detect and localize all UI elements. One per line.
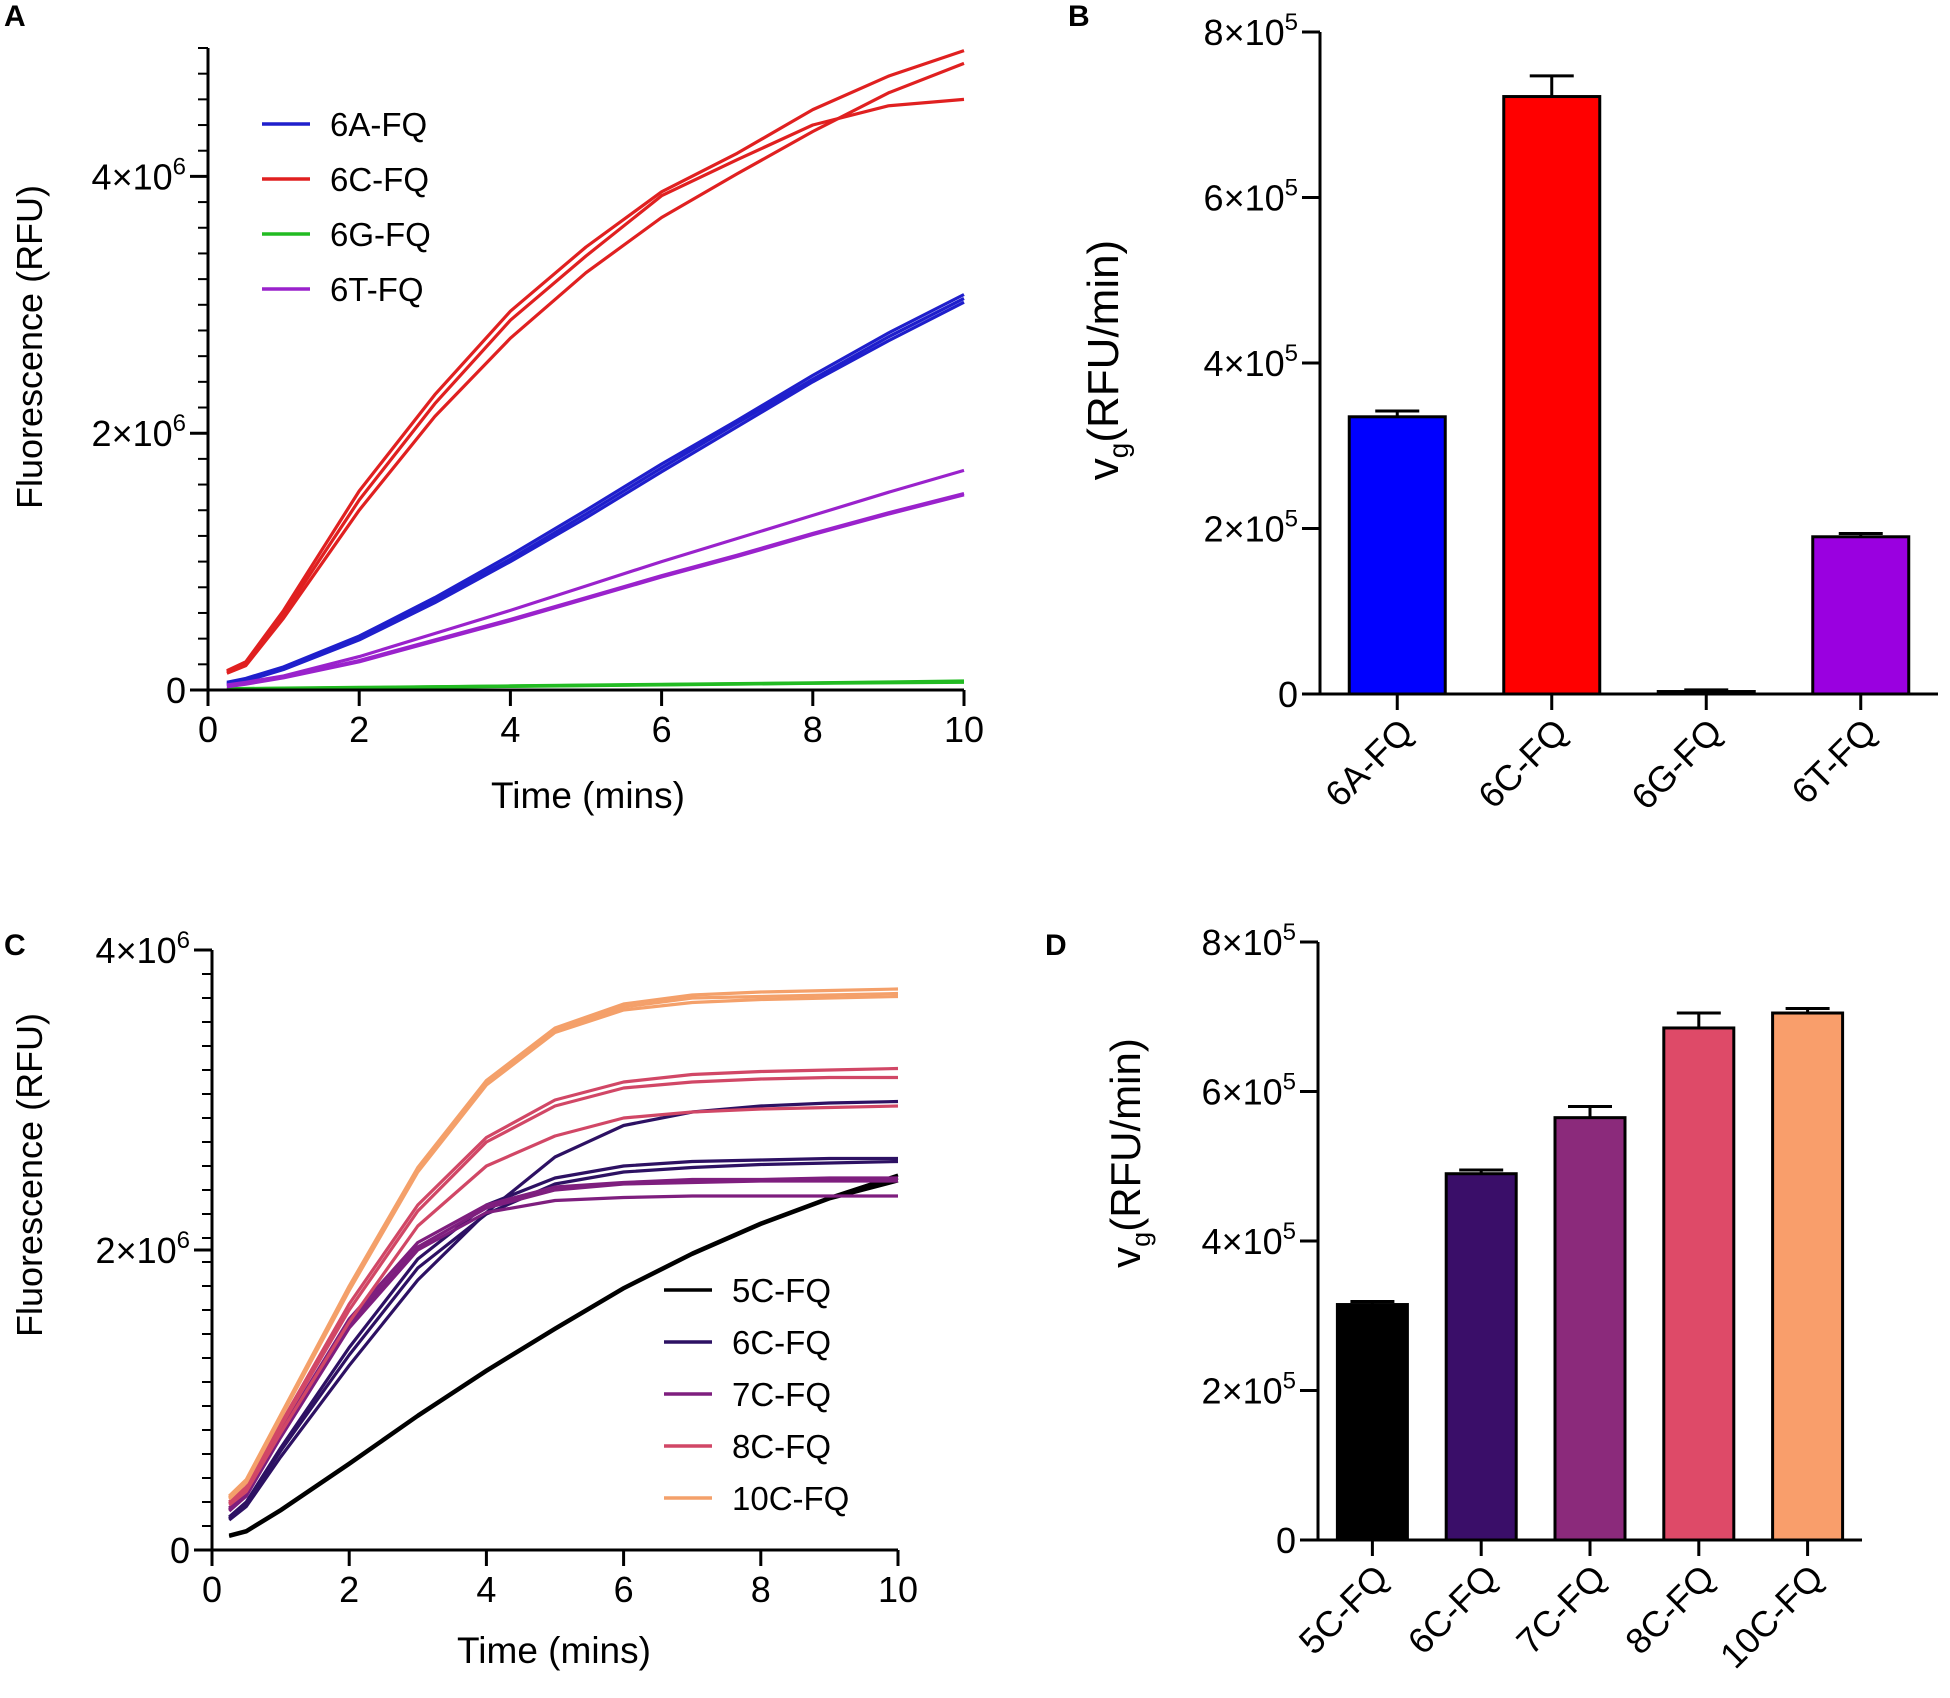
panel-a-x-axis-label: Time (mins) xyxy=(491,775,685,816)
legend-label: 7C-FQ xyxy=(732,1376,831,1413)
legend-label: 5C-FQ xyxy=(732,1272,831,1309)
series-line-6A-FQ-rep1 xyxy=(226,293,965,684)
series-line-8C-FQ-rep3 xyxy=(228,1104,899,1507)
x-tick-label: 0 xyxy=(198,709,218,750)
x-category-label: 8C-FQ xyxy=(1617,1557,1722,1662)
series-line-6A-FQ-rep3 xyxy=(226,300,965,687)
panel-b-bar-chart: B vg(RFU/min) 6A-FQ 6C-FQ 6G-FQ 6T-FQ 0 2×105… xyxy=(1068,0,1938,817)
y-tick-label: 2×106 xyxy=(92,410,186,454)
y-tick-label: 2×106 xyxy=(96,1227,190,1271)
y-tick-label: 0 xyxy=(1278,674,1298,715)
x-tick-label: 8 xyxy=(751,1569,771,1610)
x-tick-label: 0 xyxy=(202,1569,222,1610)
x-tick-label: 4 xyxy=(476,1569,496,1610)
legend-label: 6A-FQ xyxy=(330,106,427,143)
series-line-6A-FQ-rep2 xyxy=(226,296,965,686)
series-line-6C-FQ-rep1 xyxy=(226,49,965,673)
y-tick-label: 4×105 xyxy=(1202,1218,1296,1262)
bar-5C-FQ xyxy=(1335,1303,1409,1542)
series-line-6G-FQ-rep3 xyxy=(226,680,965,691)
y-tick-label: 4×105 xyxy=(1204,340,1298,384)
x-category-label: 7C-FQ xyxy=(1508,1557,1613,1662)
legend-label: 6C-FQ xyxy=(330,161,429,198)
x-category-label: 10C-FQ xyxy=(1712,1557,1832,1677)
panel-d-letter: D xyxy=(1045,929,1067,962)
x-tick-label: 10 xyxy=(944,709,984,750)
series-line-10C-FQ-rep3 xyxy=(228,994,899,1501)
y-tick-label: 0 xyxy=(166,670,186,711)
bar-6A-FQ xyxy=(1347,415,1447,696)
panel-a-line-chart: A Fluorescence (RFU) Time (mins) 0 2×106 4… xyxy=(4,0,984,816)
x-category-label: 6G-FQ xyxy=(1623,711,1730,818)
y-tick-label: 0 xyxy=(170,1530,190,1571)
x-category-label: 6C-FQ xyxy=(1399,1557,1504,1662)
x-tick-label: 8 xyxy=(803,709,823,750)
y-tick-label: 6×105 xyxy=(1202,1069,1296,1113)
y-tick-label: 2×105 xyxy=(1204,506,1298,550)
y-tick-label: 8×105 xyxy=(1202,919,1296,963)
x-tick-label: 6 xyxy=(652,709,672,750)
y-tick-label: 8×105 xyxy=(1204,9,1298,53)
bar-6T-FQ xyxy=(1811,535,1911,696)
y-tick-label: 4×106 xyxy=(96,927,190,971)
bar-10C-FQ xyxy=(1771,1011,1845,1542)
panel-d-y-axis-label: vg(RFU/min) xyxy=(1102,1038,1156,1268)
y-tick-label: 0 xyxy=(1276,1520,1296,1561)
panel-d-bar-chart: D vg(RFU/min) 5C-FQ 6C-FQ 7C-FQ 8C-FQ10C-FQ… xyxy=(1045,919,1862,1676)
legend-label: 10C-FQ xyxy=(732,1480,849,1517)
bar-6C-FQ xyxy=(1502,95,1602,696)
panel-c-x-axis-label: Time (mins) xyxy=(457,1630,651,1671)
panel-c-line-chart: C Fluorescence (RFU) Time (mins) 0 2×106 4… xyxy=(4,927,918,1671)
x-category-label: 5C-FQ xyxy=(1291,1557,1396,1662)
x-tick-label: 6 xyxy=(614,1569,634,1610)
series-line-10C-FQ-rep1 xyxy=(228,987,899,1498)
series-line-6C-FQ-rep3 xyxy=(226,61,965,675)
panel-a-y-axis-label: Fluorescence (RFU) xyxy=(9,185,50,509)
x-tick-label: 2 xyxy=(349,709,369,750)
bar-6C-FQ xyxy=(1444,1172,1518,1542)
x-tick-label: 4 xyxy=(500,709,520,750)
panel-c-y-axis-label: Fluorescence (RFU) xyxy=(9,1013,50,1337)
panel-a-letter: A xyxy=(4,0,26,33)
panel-b-letter: B xyxy=(1068,0,1090,33)
panel-b-y-axis-label: vg(RFU/min) xyxy=(1079,240,1134,480)
x-category-label: 6A-FQ xyxy=(1317,711,1421,815)
series-line-8C-FQ-rep2 xyxy=(228,1075,898,1505)
series-line-6T-FQ-rep3 xyxy=(226,493,965,689)
legend-label: 6C-FQ xyxy=(732,1324,831,1361)
y-tick-label: 2×105 xyxy=(1202,1368,1296,1412)
legend-label: 8C-FQ xyxy=(732,1428,831,1465)
x-tick-label: 2 xyxy=(339,1569,359,1610)
series-line-5C-FQ-rep3 xyxy=(228,1179,899,1539)
series-line-6C-FQ-rep2 xyxy=(226,97,965,674)
legend-label: 6G-FQ xyxy=(330,216,431,253)
legend-label: 6T-FQ xyxy=(330,271,424,308)
y-tick-label: 4×106 xyxy=(92,153,186,197)
bar-8C-FQ xyxy=(1662,1026,1736,1542)
x-tick-label: 10 xyxy=(878,1569,918,1610)
bar-7C-FQ xyxy=(1553,1116,1627,1542)
x-category-label: 6T-FQ xyxy=(1783,711,1884,812)
y-tick-label: 6×105 xyxy=(1204,175,1298,219)
x-category-label: 6C-FQ xyxy=(1470,711,1575,816)
panel-c-letter: C xyxy=(4,929,26,962)
series-line-6C-FQ-rep1 xyxy=(228,1099,899,1522)
